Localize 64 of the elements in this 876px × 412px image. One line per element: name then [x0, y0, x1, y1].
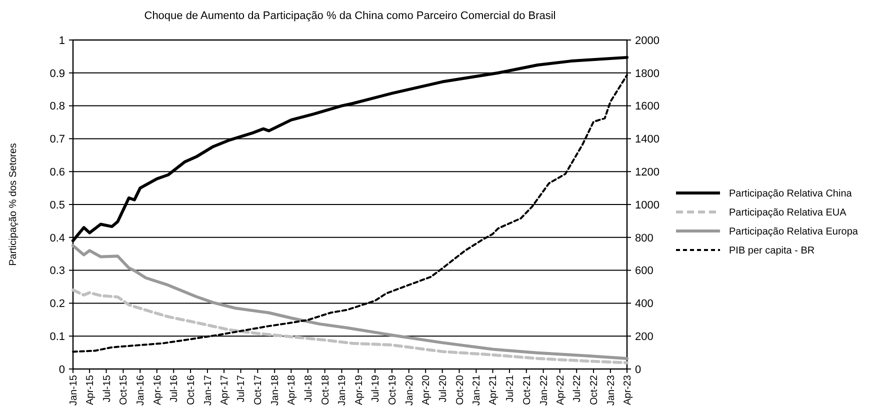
x-tick-label: Jan-23 [606, 374, 617, 406]
y-tick-label: 0.1 [50, 330, 65, 343]
y2-tick-label: 800 [635, 232, 654, 244]
x-tick-label: Oct-19 [387, 374, 398, 406]
x-tick-label: Jul-20 [438, 374, 449, 402]
x-tick-label: Apr-23 [622, 374, 634, 406]
y2-tick-label: 400 [635, 298, 654, 310]
x-tick-label: Jul-22 [572, 374, 584, 402]
x-tick-label: Apr-19 [354, 374, 365, 406]
x-tick-label: Jan-19 [337, 374, 348, 406]
x-tick-label: Jan-20 [404, 374, 416, 406]
line-series [72, 288, 628, 364]
y-tick-label: 0 [58, 364, 65, 376]
chart-title: Choque de Aumento da Participação % da China como Parceiro Comercial do Brasil [144, 10, 556, 22]
y-tick-label: 0.7 [50, 134, 65, 146]
x-tick-label: Jan-18 [270, 374, 282, 406]
y2-tick-label: 1400 [635, 134, 660, 146]
legend-label: Participação Relativa EUA [729, 208, 847, 218]
y-tick-label: 0.9 [50, 68, 65, 80]
x-tick-label: Oct-15 [118, 374, 130, 406]
y2-tick-label: 600 [635, 265, 654, 278]
y2-tick-label: 2000 [635, 34, 660, 47]
y2-tick-label: 0 [635, 364, 642, 376]
x-tick-label: Oct-22 [589, 374, 600, 406]
x-tick-label: Jul-17 [236, 374, 248, 402]
legend-label: Participação Relativa Europa [729, 226, 858, 238]
x-tick-label: Jul-16 [169, 374, 180, 402]
x-tick-label: Jan-21 [472, 374, 483, 406]
x-tick-label: Apr-22 [555, 374, 566, 406]
y-tick-label: 1 [58, 34, 65, 47]
x-tick-label: Jul-19 [370, 374, 382, 402]
x-tick-label: Jan-16 [136, 374, 147, 406]
x-tick-label: Oct-20 [454, 374, 466, 406]
x-tick-label: Jul-18 [303, 374, 314, 402]
x-tick-label: Jan-17 [202, 374, 214, 406]
y-tick-label: 0.4 [50, 232, 65, 244]
x-tick-label: Apr-21 [488, 374, 500, 406]
x-tick-label: Apr-15 [85, 374, 96, 406]
y2-tick-label: 1600 [635, 100, 660, 113]
legend-label: Participação Relativa China [729, 188, 852, 200]
y-tick-label: 0.2 [50, 298, 65, 310]
y-tick-label: 0.5 [50, 199, 65, 212]
x-tick-label: Oct-21 [522, 374, 533, 406]
x-tick-label: Oct-18 [320, 374, 332, 406]
x-tick-label: Oct-17 [253, 374, 264, 406]
legend-label: PIB per capita - BR [729, 246, 815, 256]
x-tick-label: Oct-16 [186, 374, 198, 406]
y-axis-title: Participação % dos Setores [8, 143, 19, 266]
x-tick-label: Apr-18 [286, 374, 298, 406]
line-series [72, 244, 628, 360]
y2-tick-label: 1800 [635, 68, 660, 80]
x-tick-label: Jul-21 [504, 374, 516, 402]
y-tick-label: 0.3 [50, 265, 65, 278]
y-tick-label: 0.6 [50, 166, 65, 178]
y2-tick-label: 1200 [635, 166, 660, 178]
x-tick-label: Apr-17 [220, 374, 231, 406]
y-tick-label: 0.8 [50, 100, 65, 113]
x-tick-label: Jan-22 [538, 374, 550, 406]
y2-tick-label: 200 [635, 330, 654, 343]
x-tick-label: Jan-15 [68, 374, 80, 406]
x-tick-label: Jul-15 [102, 374, 113, 402]
x-tick-label: Apr-16 [152, 374, 164, 406]
y2-tick-label: 1000 [635, 199, 660, 212]
x-tick-label: Apr-20 [421, 374, 432, 406]
